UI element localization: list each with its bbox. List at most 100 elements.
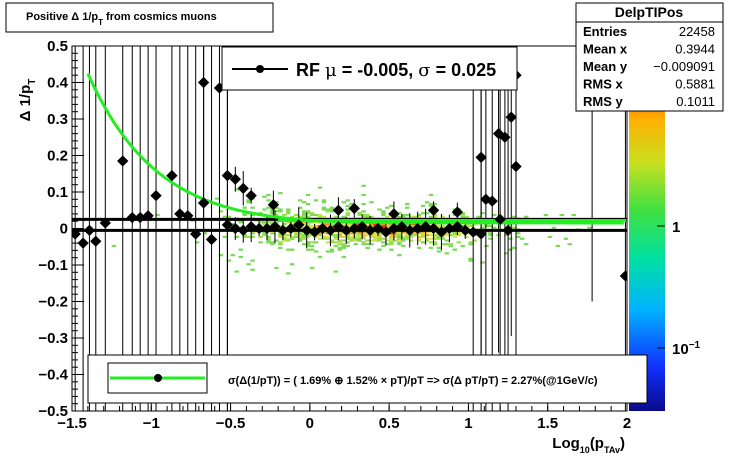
heatmap-cell [301, 235, 307, 239]
heatmap-cell [297, 235, 303, 239]
heatmap-cell [397, 215, 402, 218]
x-tick-label: −0.5 [216, 415, 246, 432]
heatmap-cell [460, 213, 465, 217]
heatmap-cell [305, 193, 311, 197]
heatmap-cell [282, 237, 287, 240]
heatmap-cell [369, 215, 374, 218]
heatmap-cell [385, 226, 390, 229]
heatmap-cell [329, 223, 335, 226]
heatmap-cell [468, 259, 473, 262]
heatmap-cell [357, 239, 362, 242]
heatmap-cell [444, 252, 450, 255]
x-tick-label: 2 [623, 415, 631, 432]
heatmap-cell [321, 199, 327, 202]
heatmap-cell [349, 237, 354, 240]
heatmap-cell [294, 235, 299, 239]
heatmap-cell [337, 248, 343, 251]
heatmap-cell [452, 233, 458, 237]
profile-point [261, 222, 273, 235]
heatmap-cell [405, 237, 410, 240]
heatmap-cell [321, 237, 327, 240]
heatmap-cell [286, 239, 291, 242]
heatmap-cell [194, 241, 200, 244]
heatmap-cell [448, 233, 454, 237]
heatmap-cell [488, 233, 493, 237]
heatmap-cell [309, 244, 315, 248]
heatmap-cell [444, 233, 450, 237]
heatmap-cell [309, 224, 315, 228]
profile-point [404, 224, 416, 236]
heatmap-cell [373, 232, 378, 235]
profile-point [285, 222, 297, 235]
heatmap-cell [262, 221, 267, 224]
heatmap-cell [238, 248, 243, 251]
heatmap-cell [488, 237, 493, 240]
heatmap-cell [345, 213, 350, 217]
profile-point [475, 228, 487, 240]
heatmap-cell [297, 199, 303, 202]
heatmap-cell [361, 210, 366, 213]
heatmap-cell [420, 235, 426, 239]
heatmap-cell [309, 248, 315, 251]
heatmap-cell [361, 243, 366, 246]
heatmap-cell [369, 201, 374, 204]
heatmap-cell [412, 232, 418, 235]
heatmap-cell [226, 215, 232, 218]
stats-row-value: 0.5881 [675, 77, 715, 92]
heatmap-cell [349, 223, 354, 226]
heatmap-cell [365, 215, 370, 218]
heatmap-cell [587, 226, 592, 229]
y-tick-label: 0.2 [47, 148, 68, 165]
profile-point [134, 211, 146, 224]
heatmap-cell [286, 221, 291, 224]
stats-rows: Entries 22458 Mean x 0.3944 Mean y −0.009091 R… [583, 24, 715, 109]
heatmap-cell [345, 233, 350, 237]
heatmap-cell [424, 232, 430, 235]
heatmap-cell [365, 213, 370, 217]
heatmap-cell [456, 233, 461, 237]
heatmap-cell [373, 235, 378, 239]
y-tick-label: 0.5 [47, 38, 68, 55]
heatmap-cell [301, 243, 307, 246]
heatmap-cell [353, 243, 358, 246]
heatmap-cell [508, 248, 513, 251]
heatmap-cell [345, 235, 350, 239]
heatmap-cell [389, 204, 394, 207]
heatmap-cell [329, 239, 335, 242]
profile-point [293, 219, 305, 231]
heatmap-cell [385, 223, 390, 226]
heatmap-cell [420, 204, 426, 207]
heatmap-cell [468, 257, 473, 260]
heatmap-cell [408, 235, 414, 239]
heatmap-cell [484, 244, 489, 248]
heatmap-cell [266, 221, 271, 224]
profile-point [126, 211, 138, 224]
heatmap-cell [321, 235, 327, 239]
heatmap-cell [282, 223, 287, 226]
heatmap-cell [365, 233, 370, 237]
heatmap-cell [230, 254, 236, 257]
profile-point [277, 224, 289, 236]
heatmap-cell [278, 246, 283, 249]
heatmap-cell [448, 243, 454, 246]
heatmap-cell [468, 224, 473, 228]
heatmap-cell [317, 215, 323, 218]
heatmap-cell [420, 212, 426, 215]
heatmap-cell [460, 212, 465, 215]
x-tick-label: 1.5 [537, 415, 558, 432]
heatmap-cell [452, 248, 458, 251]
heatmap-cell [365, 239, 370, 242]
heatmap-cell [377, 235, 382, 239]
heatmap-cell [460, 244, 465, 248]
heatmap-cell [305, 235, 311, 239]
heatmap-cell [369, 235, 374, 239]
heatmap-cell [377, 239, 382, 242]
heatmap-cell [305, 241, 311, 244]
heatmap-cell [405, 213, 410, 217]
heatmap-cell [361, 233, 366, 237]
heatmap-cell [416, 237, 422, 240]
heatmap-cell [357, 237, 362, 240]
title-text: Positive Δ 1/pT from cosmics muons [26, 11, 217, 27]
heatmap-cell [305, 224, 311, 228]
